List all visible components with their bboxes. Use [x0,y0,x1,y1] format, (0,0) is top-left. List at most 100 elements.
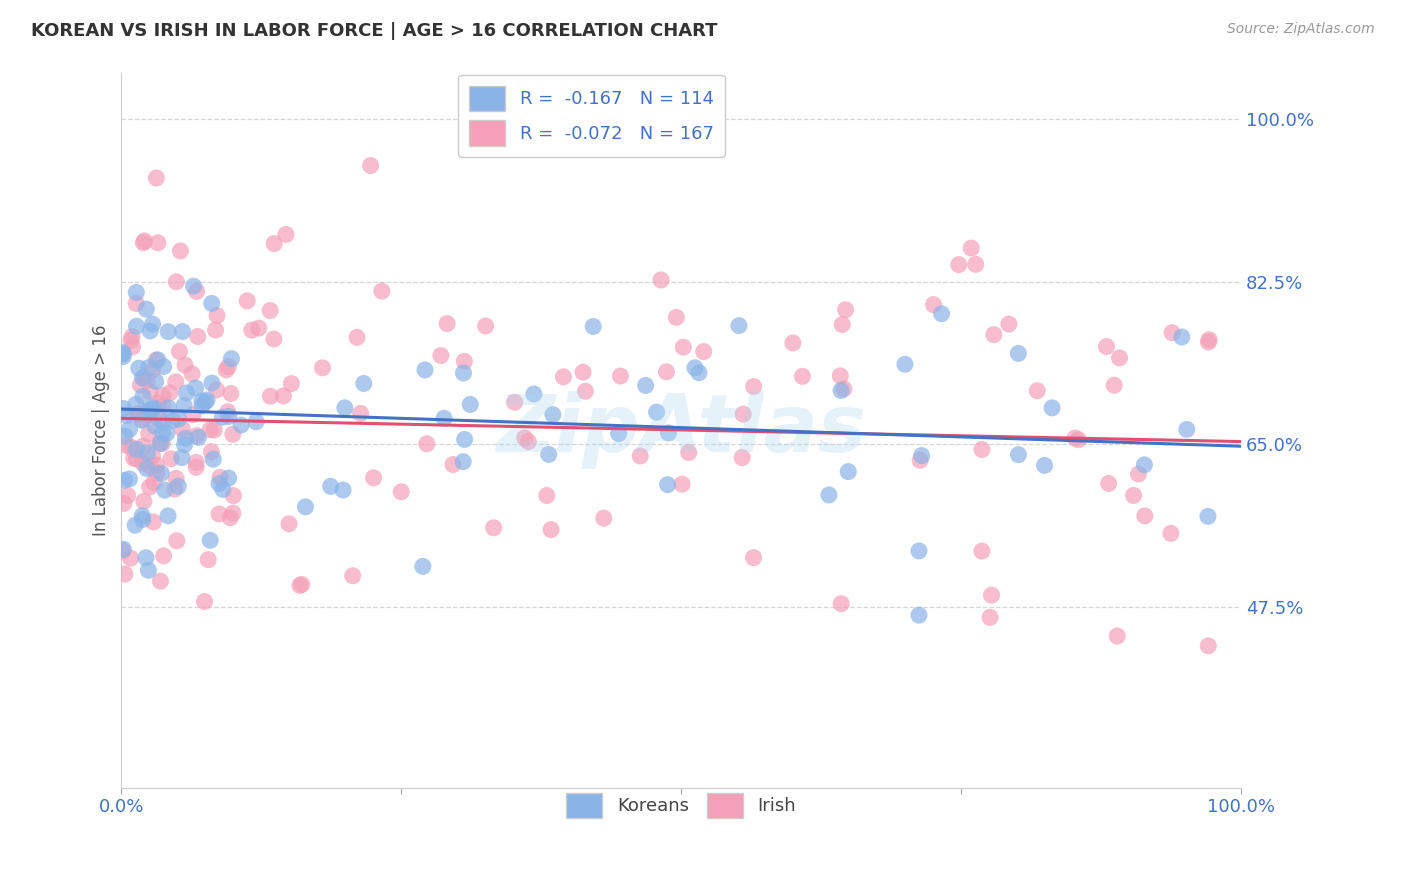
Point [288,578,311,592]
Point [1033,458,1056,473]
Point [129,378,152,392]
Point [160,451,183,466]
Point [183,279,205,293]
Point [111,544,134,558]
Point [346,330,368,344]
Point [970,544,993,558]
Point [148,436,170,450]
Point [146,466,169,480]
Point [371,284,394,298]
Point [274,227,297,242]
Point [683,360,706,375]
Point [433,411,456,425]
Point [202,452,225,467]
Point [1108,351,1130,365]
Point [167,479,190,493]
Point [219,510,242,524]
Point [150,467,173,481]
Point [122,451,145,466]
Point [139,384,162,399]
Point [537,447,560,461]
Point [574,384,596,399]
Point [146,352,169,367]
Point [112,542,135,557]
Point [195,393,218,408]
Point [121,340,143,354]
Point [1198,335,1220,350]
Point [894,357,917,371]
Point [139,408,162,422]
Point [412,559,434,574]
Point [209,470,232,484]
Point [132,512,155,526]
Point [592,511,614,525]
Point [1161,326,1184,340]
Point [980,588,1002,602]
Point [152,425,174,440]
Point [731,450,754,465]
Point [998,317,1021,331]
Point [125,319,148,334]
Point [830,384,852,398]
Point [229,418,252,433]
Point [186,460,208,475]
Point [187,329,209,343]
Point [149,574,172,589]
Point [236,293,259,308]
Point [733,407,755,421]
Point [152,415,174,429]
Point [217,405,239,419]
Point [1098,476,1121,491]
Point [132,439,155,453]
Point [135,302,157,317]
Point [138,403,160,417]
Point [200,533,222,548]
Point [1007,448,1029,462]
Point [742,550,765,565]
Point [135,461,157,475]
Point [172,325,194,339]
Point [222,489,245,503]
Point [142,402,165,417]
Point [142,317,165,331]
Point [908,453,931,467]
Point [222,427,245,442]
Point [145,375,167,389]
Point [131,413,153,427]
Point [121,329,143,343]
Point [127,407,149,421]
Point [193,594,215,608]
Point [979,610,1001,624]
Point [692,344,714,359]
Point [645,405,668,419]
Point [132,494,155,508]
Point [181,367,204,381]
Point [166,533,188,548]
Point [187,430,209,444]
Point [186,428,208,442]
Point [118,422,141,436]
Point [222,506,245,520]
Point [1171,330,1194,344]
Point [139,324,162,338]
Point [291,577,314,591]
Point [215,363,238,377]
Point [607,426,630,441]
Point [152,388,174,402]
Point [294,500,316,514]
Point [157,508,180,523]
Point [125,442,148,457]
Point [176,386,198,401]
Point [186,285,208,299]
Point [191,393,214,408]
Point [280,376,302,391]
Point [536,489,558,503]
Point [170,450,193,465]
Point [112,496,135,510]
Point [665,310,688,325]
Point [453,433,475,447]
Point [245,415,267,429]
Point [1197,639,1219,653]
Point [830,597,852,611]
Point [1040,401,1063,415]
